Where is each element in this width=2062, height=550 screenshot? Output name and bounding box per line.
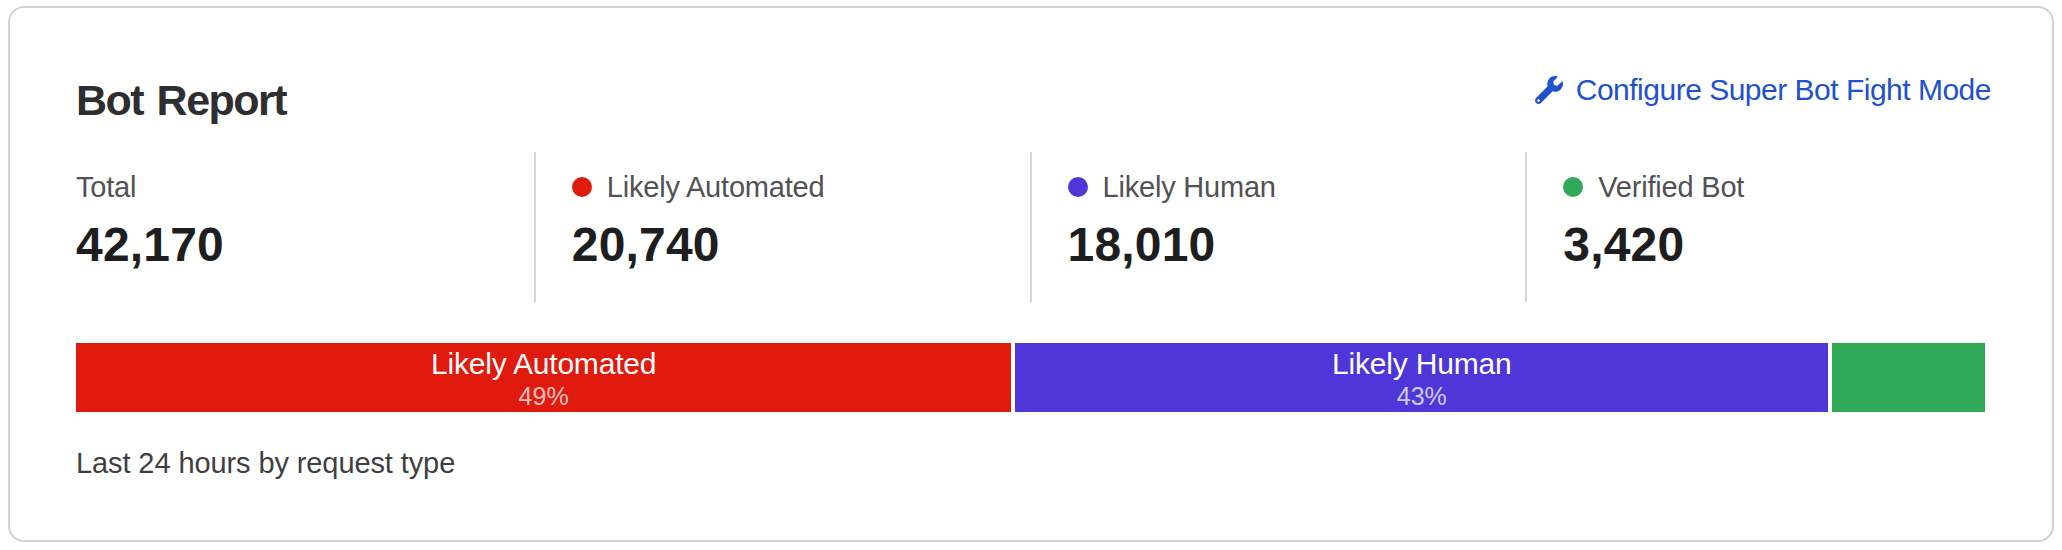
- bar-segment-label: Likely Human: [1332, 346, 1511, 382]
- stat-likely-human-label-row: Likely Human: [1068, 169, 1526, 205]
- configure-link-label: Configure Super Bot Fight Mode: [1576, 73, 1991, 107]
- bar-segment-likely-automated[interactable]: Likely Automated 49%: [76, 343, 1011, 412]
- verified-bot-dot: [1563, 177, 1583, 197]
- stat-total-label-row: Total: [76, 169, 534, 205]
- stat-likely-human-value: 18,010: [1068, 217, 1526, 273]
- stat-verified-bot-label-row: Verified Bot: [1563, 169, 2021, 205]
- likely-human-dot: [1068, 177, 1088, 197]
- stat-label: Total: [76, 169, 136, 205]
- stat-total-value: 42,170: [76, 217, 534, 273]
- bar-segment-verified-bot[interactable]: [1832, 343, 1985, 412]
- wrench-icon: [1535, 76, 1563, 104]
- stat-label: Likely Human: [1103, 169, 1276, 205]
- stat-verified-bot: Verified Bot 3,420: [1525, 152, 2021, 302]
- stats-row: Total 42,170 Likely Automated 20,740 Lik…: [40, 152, 2021, 302]
- card-title: Bot Report: [76, 76, 286, 124]
- stat-likely-automated: Likely Automated 20,740: [534, 152, 1030, 302]
- request-type-stacked-bar: Likely Automated 49% Likely Human 43%: [76, 343, 1985, 412]
- bar-segment-percent: 49%: [519, 382, 569, 410]
- bar-segment-likely-human[interactable]: Likely Human 43%: [1015, 343, 1828, 412]
- stat-verified-bot-value: 3,420: [1563, 217, 2021, 273]
- footer-note: Last 24 hours by request type: [76, 445, 455, 481]
- configure-link[interactable]: Configure Super Bot Fight Mode: [1535, 64, 1991, 116]
- stat-likely-automated-value: 20,740: [572, 217, 1030, 273]
- stat-label: Verified Bot: [1598, 169, 1744, 205]
- likely-automated-dot: [572, 177, 592, 197]
- bot-report-card: Bot Report Configure Super Bot Fight Mod…: [8, 6, 2054, 542]
- bar-segment-label: Likely Automated: [431, 346, 656, 382]
- stat-label: Likely Automated: [607, 169, 825, 205]
- stat-likely-automated-label-row: Likely Automated: [572, 169, 1030, 205]
- stat-total: Total 42,170: [40, 152, 534, 302]
- bar-segment-percent: 43%: [1397, 382, 1447, 410]
- stat-likely-human: Likely Human 18,010: [1030, 152, 1526, 302]
